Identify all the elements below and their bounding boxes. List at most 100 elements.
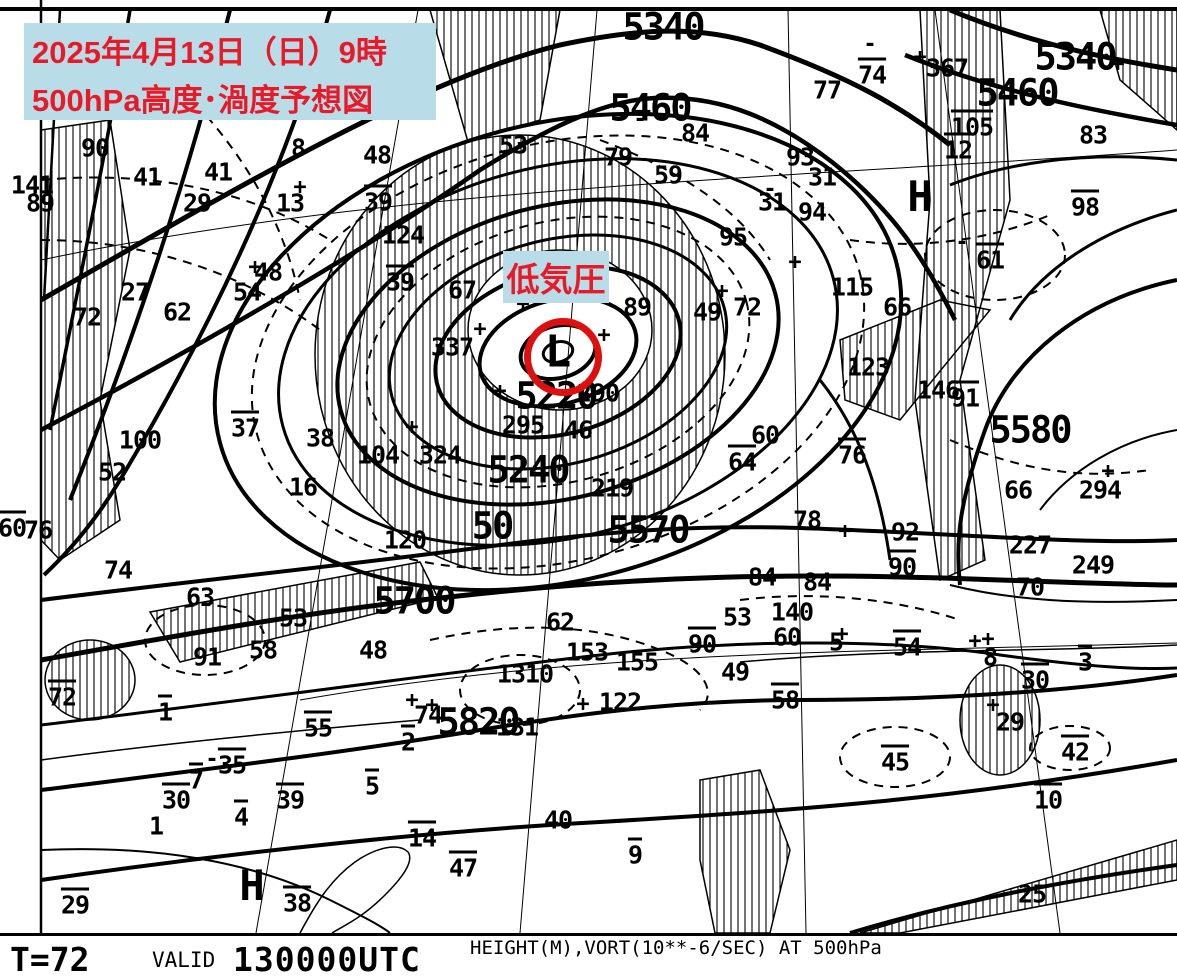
plus-mark: + — [597, 323, 611, 348]
vorticity-value: 41 — [132, 162, 162, 192]
vorticity-value: 37 — [230, 413, 260, 443]
vorticity-value: 94 — [797, 197, 827, 227]
plus-mark: + — [293, 175, 307, 200]
vorticity-value: 54 — [892, 632, 922, 662]
vorticity-value: 76 — [837, 440, 867, 470]
vorticity-value: 48 — [358, 635, 388, 665]
vorticity-value: 58 — [770, 685, 800, 715]
minus-mark: - — [955, 230, 969, 255]
vorticity-value: 60 — [772, 622, 802, 652]
minus-mark: - — [763, 177, 777, 202]
low-pressure-marker: L — [544, 326, 572, 378]
plus-mark: + — [968, 629, 982, 654]
contour-label: 5820 — [437, 700, 520, 744]
plus-mark: + — [835, 622, 849, 647]
vorticity-value: 84 — [680, 118, 710, 148]
vorticity-value: 294 — [1078, 475, 1122, 505]
vorticity-value: 70 — [1015, 572, 1045, 602]
vorticity-value: 62 — [162, 297, 192, 327]
plus-mark: + — [473, 317, 487, 342]
plus-mark: + — [405, 415, 419, 440]
vorticity-value: 14 — [407, 823, 437, 853]
vorticity-value: 5 — [828, 627, 844, 657]
forecast-hour-label: T=72 — [10, 940, 90, 979]
vorticity-value: 31 — [807, 162, 837, 192]
vorticity-value: 61 — [975, 245, 1005, 275]
map-frame — [0, 0, 1177, 935]
vorticity-value: 122 — [598, 687, 642, 717]
vorticity-value: 2 — [400, 727, 416, 757]
vorticity-value: 35 — [217, 750, 247, 780]
vorticity-value: 90 — [80, 133, 110, 163]
vorticity-value: 1 — [148, 811, 164, 841]
title-overlay: 2025年4月13日（日）9時 500hPa高度･渦度予想図 — [24, 23, 436, 120]
vorticity-value: 53 — [498, 130, 528, 160]
low-pressure-label: 低気圧 — [503, 251, 609, 303]
vorticity-value: 249 — [1071, 550, 1115, 580]
vorticity-value: 124 — [381, 220, 425, 250]
vorticity-value: 1310 — [496, 659, 554, 689]
title-line1: 2025年4月13日（日）9時 — [32, 35, 387, 70]
vorticity-value: 53 — [278, 603, 308, 633]
plus-mark: + — [493, 379, 507, 404]
contour-label: 5700 — [373, 579, 456, 623]
vorticity-value: 9 — [627, 840, 643, 870]
vorticity-value: 8 — [982, 642, 998, 672]
vorticity-value: 155 — [615, 647, 659, 677]
minus-mark: - — [205, 747, 219, 772]
vorticity-value: 49 — [720, 657, 750, 687]
minus-mark: - — [863, 32, 877, 57]
vorticity-value: 295 — [501, 410, 545, 440]
vorticity-value: 66 — [1003, 475, 1033, 505]
vorticity-value: 8 — [290, 133, 306, 163]
graticule — [40, 9, 1177, 934]
vorticity-value: 104 — [356, 440, 400, 470]
vorticity-value: 10 — [1033, 785, 1063, 815]
vorticity-value: 91 — [950, 383, 980, 413]
vorticity-value: 227 — [1008, 530, 1052, 560]
vorticity-value: 72 — [72, 302, 102, 332]
plus-mark: + — [788, 250, 802, 275]
vorticity-value: 77 — [812, 75, 842, 105]
vorticity-value: 98 — [1070, 192, 1100, 222]
vorticity-value: 40 — [543, 805, 573, 835]
vorticity-value: 74 — [413, 700, 443, 730]
vorticity-value: 30 — [1020, 665, 1050, 695]
vorticity-contours — [40, 59, 1151, 788]
plus-mark: + — [986, 693, 1000, 718]
vorticity-value: 146 — [916, 375, 960, 405]
vorticity-value: 60 — [0, 513, 27, 543]
vorticity-value: 48 — [253, 257, 283, 287]
vorticity-value: 93 — [785, 142, 815, 172]
low-pressure-circle — [524, 318, 602, 396]
plus-mark: + — [405, 688, 419, 713]
plus-mark: + — [1111, 52, 1125, 77]
vorticity-value: 27 — [120, 277, 150, 307]
vorticity-value: 7 — [188, 765, 204, 795]
high-pressure-marker: H — [239, 861, 265, 910]
vorticity-value: 5 — [364, 771, 380, 801]
vorticity-value: 46 — [563, 415, 593, 445]
contour-label: 5570 — [607, 508, 690, 552]
plus-mark: + — [715, 279, 729, 304]
vorticity-value: 53 — [722, 602, 752, 632]
vorticity-value: 141 — [10, 170, 54, 200]
valid-label: VALID — [152, 948, 216, 972]
vorticity-value: 84 — [802, 567, 832, 597]
vorticity-value: 41 — [203, 157, 233, 187]
contour-label: 50 — [471, 504, 515, 548]
vorticity-value: 90 — [687, 629, 717, 659]
vorticity-value: 105 — [950, 112, 994, 142]
vorticity-value: 74 — [103, 555, 133, 585]
vorticity-value: 39 — [363, 187, 393, 217]
vorticity-value: 89 — [622, 292, 652, 322]
vorticity-value: 131 — [495, 712, 539, 742]
vorticity-value: 219 — [590, 473, 634, 503]
vorticity-value: 49 — [692, 297, 722, 327]
vorticity-value: 63 — [185, 582, 215, 612]
vorticity-value: 29 — [995, 707, 1025, 737]
vorticity-value: 58 — [248, 635, 278, 665]
vorticity-value: 140 — [770, 597, 814, 627]
plus-mark: + — [248, 255, 262, 280]
vorticity-value: 29 — [182, 188, 212, 218]
